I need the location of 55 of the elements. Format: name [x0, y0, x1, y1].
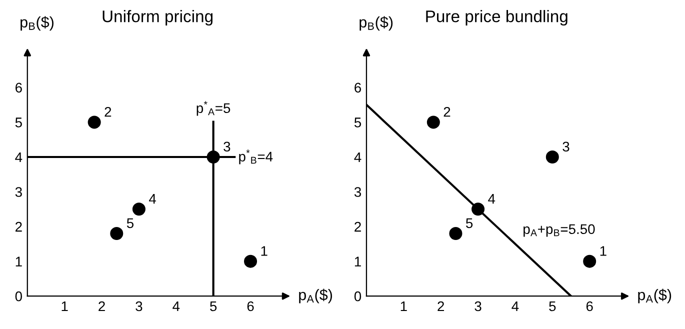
- x-tick-label: 5: [549, 301, 556, 312]
- ref-line-label: p$^{*}$$_{A}$=5: [196, 101, 230, 116]
- y-tick-label: 2: [354, 222, 361, 232]
- annotation: 2: [444, 106, 450, 117]
- annotation: 3: [224, 142, 230, 152]
- x-tick-label: 4: [172, 301, 180, 312]
- annotation: 5: [466, 218, 473, 228]
- x-tick-label: 4: [512, 301, 519, 312]
- point: [206, 150, 220, 164]
- annotation: p$_{A}$+p$_{B}$=5.50: [524, 224, 595, 237]
- point: [449, 226, 462, 240]
- y-tick-label: 1: [16, 256, 22, 266]
- x-tick-label: 1: [62, 301, 68, 312]
- x-tick-label: 3: [136, 301, 142, 312]
- ref-line-label: p$^{*}$$_{B}$=4: [239, 150, 273, 164]
- point: [472, 202, 485, 216]
- y-tick-label: 0: [15, 291, 22, 302]
- point: [426, 116, 440, 129]
- point: [244, 254, 258, 268]
- annotation: 1: [600, 246, 606, 256]
- y-tick-label: 5: [15, 118, 22, 128]
- x-tick-label: 2: [98, 301, 105, 312]
- chart-title: Pure price bundling: [426, 10, 568, 26]
- annotation: 4: [488, 194, 496, 204]
- y-tick-label: 3: [15, 187, 22, 197]
- chart-title: Uniform pricing: [102, 10, 213, 26]
- x-axis-title: p$_{A}$($): [638, 288, 672, 304]
- y-axis-title: p$_{B}$($): [360, 16, 393, 31]
- annotation: 4: [149, 194, 156, 204]
- x-tick-label: 3: [474, 301, 482, 312]
- annotation: 2: [104, 106, 112, 117]
- annotation: 5: [126, 218, 134, 228]
- annotation: 1: [261, 246, 268, 256]
- y-tick-label: 1: [354, 256, 361, 266]
- y-tick-label: 2: [16, 222, 22, 232]
- point: [546, 150, 559, 164]
- y-tick-label: 4: [15, 152, 22, 162]
- x-axis-title: p$_{A}$($): [299, 288, 332, 304]
- y-tick-label: 5: [354, 118, 362, 128]
- x-tick-label: 6: [247, 301, 254, 312]
- y-tick-label: 0: [354, 291, 362, 302]
- y-axis-title: p$_{B}$($): [20, 16, 54, 31]
- x-tick-label: 6: [586, 301, 593, 312]
- point: [88, 116, 101, 129]
- y-tick-label: 4: [354, 152, 362, 162]
- y-tick-label: 6: [354, 82, 362, 93]
- point: [132, 202, 146, 216]
- x-tick-label: 1: [400, 301, 407, 312]
- annotation: 3: [562, 142, 570, 152]
- x-tick-label: 5: [210, 301, 217, 312]
- y-tick-label: 3: [354, 187, 362, 197]
- point: [583, 254, 596, 268]
- y-tick-label: 6: [16, 82, 22, 93]
- x-tick-label: 2: [438, 301, 444, 312]
- point: [110, 226, 124, 240]
